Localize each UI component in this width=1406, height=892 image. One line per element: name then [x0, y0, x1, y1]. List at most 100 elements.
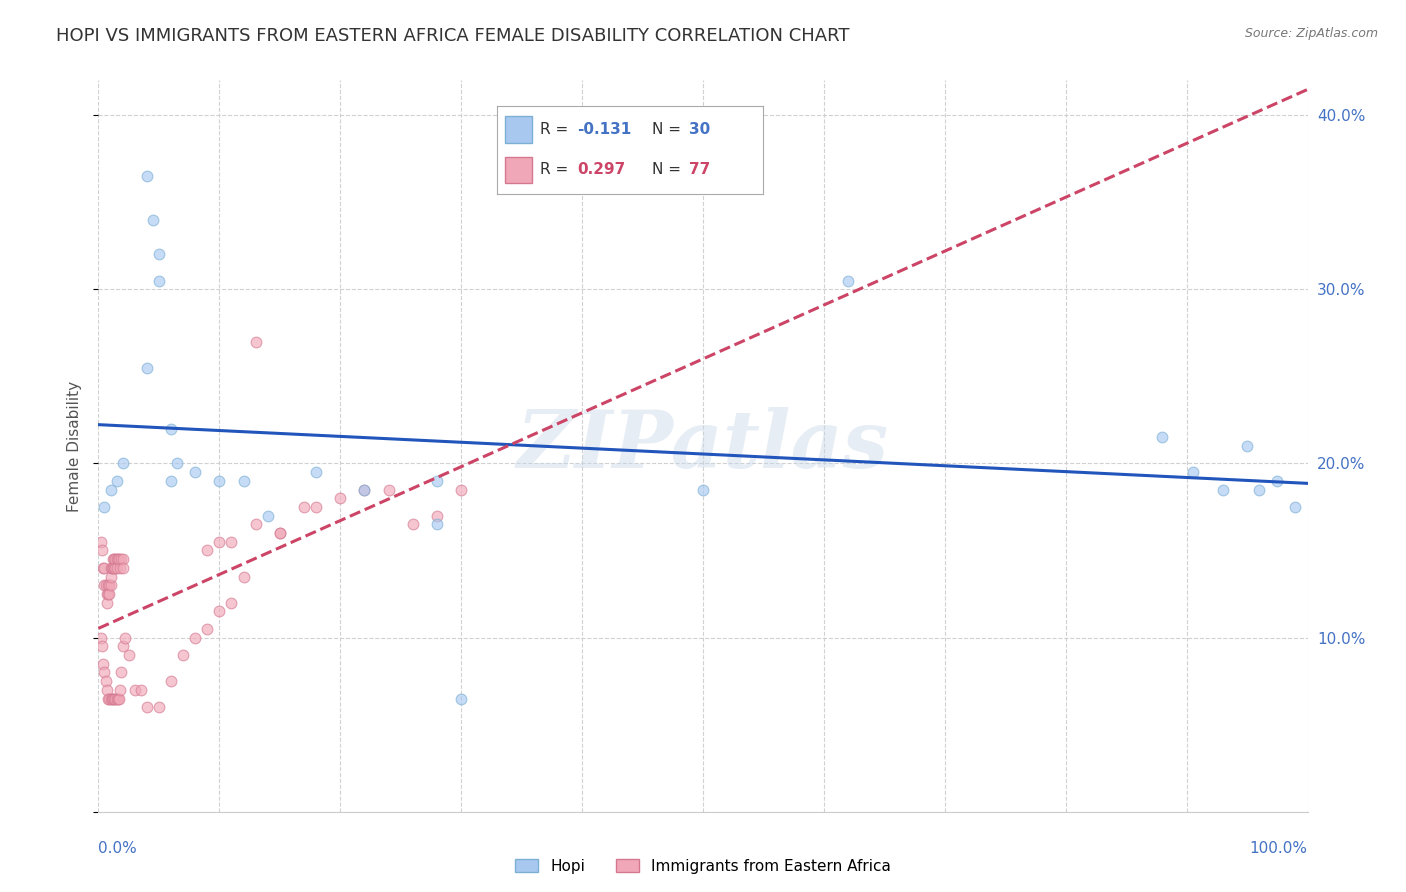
- Point: [100, 561, 122, 575]
- Point: [100, 691, 122, 706]
- Point: [221, 534, 243, 549]
- Point: [184, 631, 207, 645]
- Text: ZIPatlas: ZIPatlas: [517, 408, 889, 484]
- Point: [107, 552, 129, 566]
- Point: [160, 474, 183, 488]
- Point: [101, 561, 124, 575]
- Point: [1249, 483, 1271, 497]
- Text: Source: ZipAtlas.com: Source: ZipAtlas.com: [1244, 27, 1378, 40]
- Point: [142, 212, 165, 227]
- Text: 100.0%: 100.0%: [1250, 841, 1308, 856]
- Point: [105, 691, 128, 706]
- Point: [97, 578, 120, 592]
- Point: [135, 360, 157, 375]
- Point: [129, 682, 152, 697]
- Point: [108, 552, 131, 566]
- Point: [91, 543, 114, 558]
- Point: [110, 665, 132, 680]
- Point: [426, 474, 449, 488]
- Point: [103, 552, 125, 566]
- Point: [245, 334, 267, 349]
- Point: [96, 596, 118, 610]
- Point: [118, 648, 141, 662]
- Point: [90, 631, 112, 645]
- Point: [91, 640, 114, 654]
- Point: [104, 691, 127, 706]
- Y-axis label: Female Disability: Female Disability: [66, 380, 82, 512]
- Point: [103, 561, 125, 575]
- Point: [114, 631, 136, 645]
- Point: [1267, 474, 1289, 488]
- Point: [353, 483, 375, 497]
- Text: HOPI VS IMMIGRANTS FROM EASTERN AFRICA FEMALE DISABILITY CORRELATION CHART: HOPI VS IMMIGRANTS FROM EASTERN AFRICA F…: [56, 27, 849, 45]
- Point: [94, 674, 117, 689]
- Text: 0.0%: 0.0%: [98, 841, 138, 856]
- Point: [97, 691, 120, 706]
- Point: [97, 587, 120, 601]
- Point: [100, 561, 122, 575]
- Point: [108, 691, 131, 706]
- Point: [135, 700, 157, 714]
- Point: [148, 247, 170, 261]
- Point: [245, 517, 267, 532]
- Point: [305, 500, 328, 514]
- Point: [377, 483, 399, 497]
- Point: [692, 483, 714, 497]
- Point: [195, 622, 218, 636]
- Point: [208, 604, 231, 618]
- Point: [1212, 483, 1234, 497]
- Legend: Hopi, Immigrants from Eastern Africa: Hopi, Immigrants from Eastern Africa: [509, 853, 897, 880]
- Point: [1284, 500, 1306, 514]
- Point: [96, 682, 118, 697]
- Point: [305, 465, 328, 479]
- Point: [208, 534, 231, 549]
- Point: [100, 691, 122, 706]
- Point: [108, 561, 131, 575]
- Point: [172, 648, 194, 662]
- Point: [450, 483, 472, 497]
- Point: [93, 578, 115, 592]
- Point: [329, 491, 352, 506]
- Point: [94, 578, 117, 592]
- Point: [426, 517, 449, 532]
- Point: [402, 517, 425, 532]
- Point: [110, 552, 132, 566]
- Point: [111, 457, 134, 471]
- Point: [269, 526, 291, 541]
- Point: [232, 474, 254, 488]
- Point: [111, 561, 134, 575]
- Point: [93, 561, 115, 575]
- Point: [232, 569, 254, 583]
- Point: [108, 682, 131, 697]
- Point: [111, 552, 134, 566]
- Point: [195, 543, 218, 558]
- Point: [1181, 465, 1204, 479]
- Point: [160, 674, 183, 689]
- Point: [184, 465, 207, 479]
- Point: [111, 640, 134, 654]
- Point: [124, 682, 146, 697]
- Point: [104, 552, 127, 566]
- Point: [100, 569, 122, 583]
- Point: [105, 474, 128, 488]
- Point: [96, 587, 118, 601]
- Point: [100, 483, 122, 497]
- Point: [208, 474, 231, 488]
- Point: [166, 457, 188, 471]
- Point: [256, 508, 278, 523]
- Point: [98, 587, 121, 601]
- Point: [105, 552, 128, 566]
- Point: [353, 483, 375, 497]
- Point: [101, 691, 124, 706]
- Point: [1152, 430, 1174, 444]
- Point: [148, 274, 170, 288]
- Point: [450, 691, 472, 706]
- Point: [107, 691, 129, 706]
- Point: [221, 596, 243, 610]
- Point: [101, 552, 124, 566]
- Point: [93, 500, 115, 514]
- Point: [91, 561, 114, 575]
- Point: [135, 169, 157, 183]
- Point: [269, 526, 291, 541]
- Point: [98, 578, 121, 592]
